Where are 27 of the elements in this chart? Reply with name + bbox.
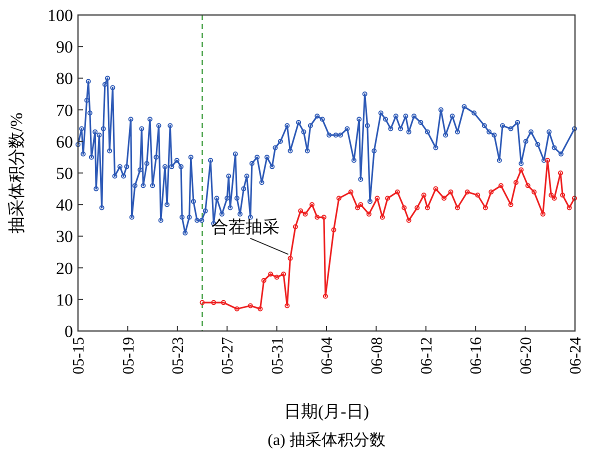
x-tick-label: 06-12 <box>418 337 436 374</box>
y-tick-label: 40 <box>56 196 73 215</box>
x-tick-label: 06-24 <box>568 337 585 374</box>
y-tick-label: 80 <box>56 69 73 88</box>
x-tick-label: 05-31 <box>269 337 286 374</box>
annotation: 合茬抽采 <box>211 217 280 236</box>
y-tick-label: 100 <box>48 6 73 25</box>
y-tick-label: 90 <box>56 38 73 57</box>
y-axis-title: 抽采体积分数/% <box>7 112 26 234</box>
callout: 合茬抽采 <box>211 217 289 255</box>
y-tick-label: 60 <box>56 132 73 152</box>
x-tick-label: 06-20 <box>518 337 535 374</box>
x-axis-title: 日期(月-日) <box>284 402 369 421</box>
x-tick-label: 05-27 <box>220 337 237 374</box>
text: (a) 抽采体积分数 <box>268 431 386 449</box>
y-tick-label: 20 <box>56 258 73 278</box>
x-tick-label: 06-04 <box>319 337 336 374</box>
x-tick-label: 05-23 <box>170 337 187 374</box>
x-tick-label: 05-19 <box>120 337 138 374</box>
y-tick-label: 0 <box>64 322 73 341</box>
y-tick-label: 30 <box>56 227 73 246</box>
x-tick-label: 06-16 <box>468 337 486 374</box>
x-tick-label: 06-08 <box>368 337 386 374</box>
x-tick-label: 05-15 <box>70 337 88 374</box>
y-tick-label: 50 <box>56 164 73 183</box>
y-tick-label: 70 <box>56 100 73 120</box>
y-tick-label: 10 <box>56 290 73 310</box>
